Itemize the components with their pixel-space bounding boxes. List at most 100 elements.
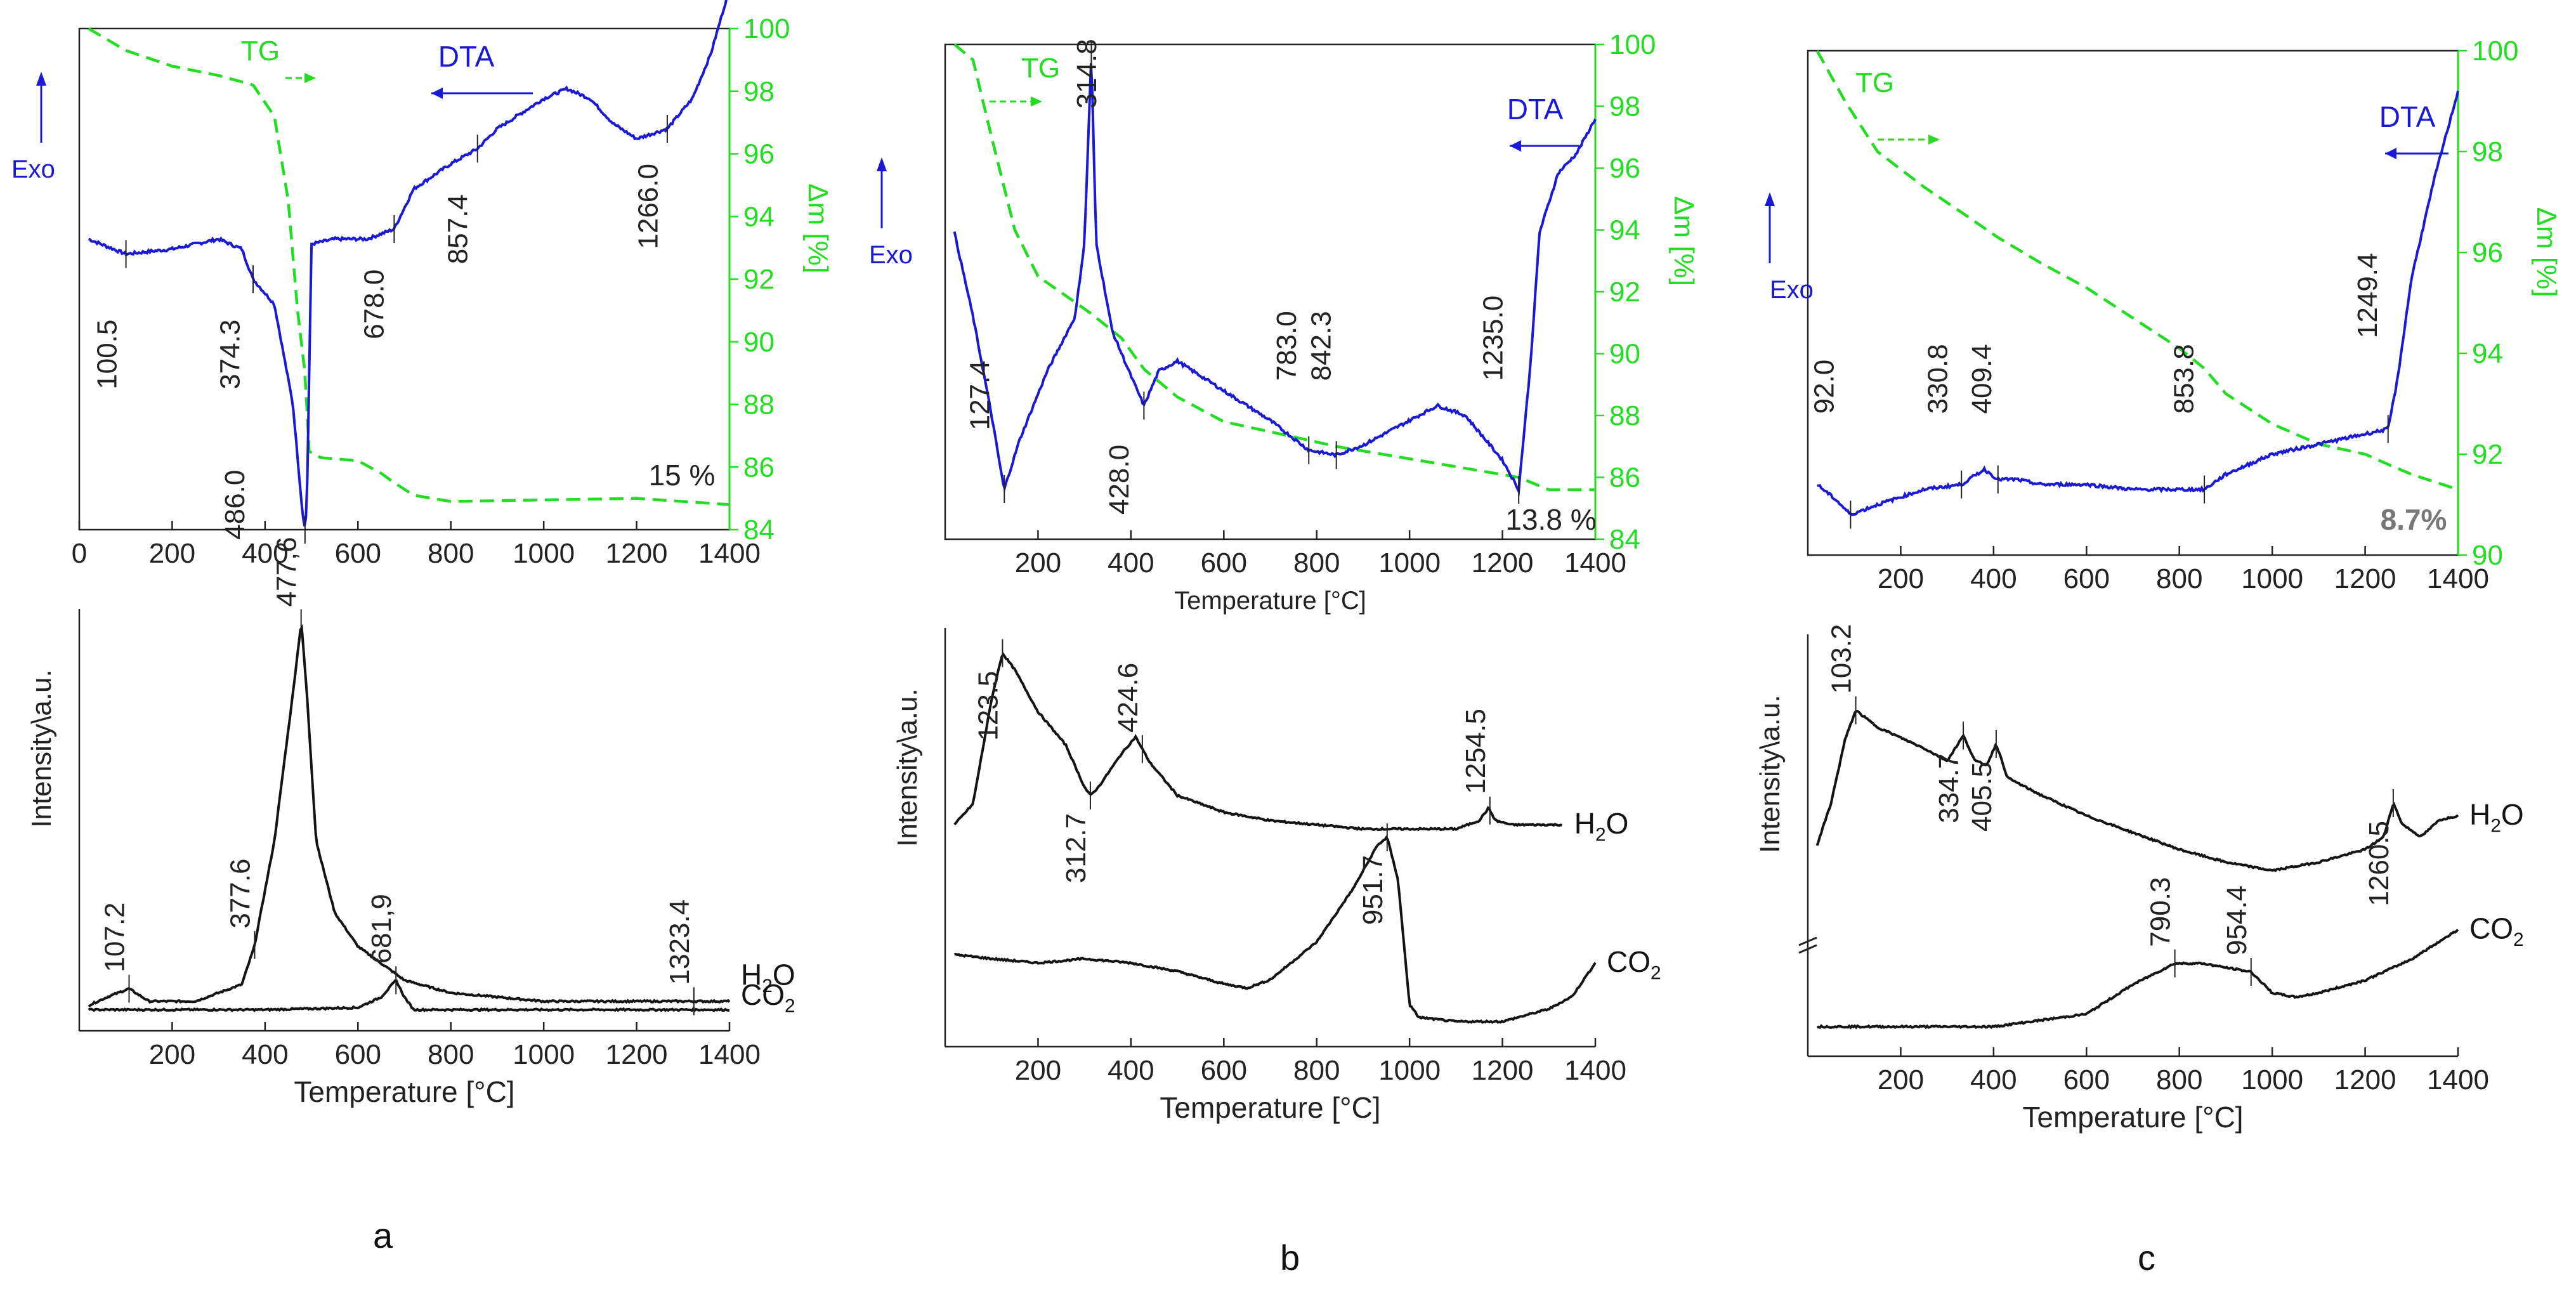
tg-axis-title-c: Δm [%]: [2531, 207, 2562, 298]
thermal-xtick-label-a: 0: [72, 538, 87, 569]
tg-series-a: [88, 27, 730, 506]
ms-xtick-label-b: 400: [1108, 1055, 1154, 1086]
dta-peak-label-a: 486.0: [219, 470, 251, 540]
dta-peak-label-b: 783.0: [1271, 311, 1302, 381]
thermal-xtick-label-c: 1000: [2241, 563, 2303, 594]
tg-series-c: [1815, 49, 2459, 491]
thermal-xtick-label-b: 600: [1201, 547, 1247, 579]
ms-peak-label-b: 951.7: [1357, 855, 1389, 925]
dta-series-b: [953, 63, 1597, 496]
tg-ytick-label-c: 92: [2472, 439, 2503, 470]
ms-x-axis-title-c: Temperature [°C]: [2022, 1101, 2243, 1134]
tg-ytick-label-c: 94: [2472, 338, 2503, 369]
thermal-frame-a: [78, 27, 731, 531]
dta-series-c: [1817, 90, 2459, 516]
dta-peak-label-b: 1235.0: [1478, 296, 1509, 381]
thermal-xtick-label-a: 800: [428, 538, 474, 569]
tg-ytick-label-b: 94: [1609, 215, 1640, 246]
mass-loss-label-a: 15 %: [649, 459, 716, 492]
co2-series-c: [1816, 928, 2459, 1030]
tg-ytick-label-b: 90: [1609, 339, 1640, 370]
dta-arrow-icon-a: [431, 88, 443, 99]
dta-arrow-icon-b: [1510, 140, 1521, 152]
tg-arrow-icon-a: [304, 73, 316, 83]
ms-xtick-label-c: 400: [1970, 1064, 2017, 1096]
dta-peak-label-b: 428.0: [1104, 445, 1135, 514]
tg-arrow-icon-b: [1031, 96, 1042, 107]
ms-xtick-label-b: 1200: [1472, 1055, 1534, 1086]
dta-peak-label-c: 330.8: [1923, 344, 1954, 414]
dta-peak-label-c: 853.8: [2169, 344, 2200, 414]
ms-xtick-label-b: 200: [1015, 1055, 1061, 1086]
thermal-xtick-label-b: 1400: [1564, 547, 1626, 579]
tg-label-c: TG: [1855, 67, 1894, 98]
tg-axis-title-b: Δm [%]: [1668, 196, 1699, 286]
ms-peak-label-a: 681,9: [366, 894, 397, 964]
ms-xtick-label-a: 200: [149, 1039, 195, 1070]
tg-ytick-label-a: 90: [743, 327, 775, 358]
tg-ytick-label-b: 84: [1609, 524, 1640, 555]
ms-peak-label-a: 1323.4: [664, 900, 695, 985]
exo-arrow-icon-a: [36, 72, 46, 86]
tg-ytick-label-a: 86: [743, 452, 775, 483]
thermal-xtick-label-c: 600: [2063, 563, 2110, 594]
ms-y-axis-title-b: Intensity\a.u.: [892, 688, 923, 846]
thermal-xtick-label-b: 1000: [1378, 547, 1441, 579]
thermal-xtick-label-b: 200: [1015, 547, 1061, 579]
exo-label-c: Exo: [1770, 276, 1814, 304]
thermal-xtick-label-a: 400: [242, 538, 288, 569]
thermal-frame-b: [944, 43, 1597, 540]
mass-loss-label-b: 13.8 %: [1505, 503, 1596, 536]
thermal-xtick-label-b: 1200: [1472, 547, 1534, 579]
dta-peak-label-a: 678.0: [359, 270, 390, 339]
ms-peak-label-c: 1260.5: [2364, 821, 2395, 906]
axis-break-mark-c: [1798, 936, 1817, 946]
thermal-xtick-label-c: 1400: [2427, 563, 2489, 594]
thermal-xtick-label-c: 1200: [2334, 563, 2396, 594]
ms-xtick-label-b: 600: [1201, 1055, 1247, 1086]
ms-xtick-label-c: 1000: [2241, 1064, 2303, 1096]
thermal-xtick-label-c: 800: [2156, 563, 2202, 594]
panel-letter-a: a: [373, 1215, 393, 1255]
thermal-xtick-label-c: 200: [1878, 563, 1924, 594]
tg-ytick-label-a: 94: [743, 201, 775, 232]
thermal-xtick-label-c: 400: [1970, 563, 2017, 594]
ms-peak-label-c: 103.2: [1826, 624, 1857, 694]
tg-ytick-label-b: 96: [1609, 153, 1640, 184]
ms-xtick-label-a: 1400: [698, 1039, 761, 1070]
dta-peak-label-a: 100.5: [92, 320, 123, 389]
ms-xtick-label-b: 1000: [1378, 1055, 1441, 1086]
ms-xtick-label-b: 800: [1293, 1055, 1340, 1086]
ms-y-axis-title-c: Intensity\a.u.: [1755, 695, 1786, 853]
h2o-series-a: [88, 624, 731, 1008]
ms-peak-label-c: 954.4: [2221, 886, 2252, 955]
exo-arrow-icon-c: [1765, 192, 1775, 206]
ms-xtick-label-c: 800: [2156, 1064, 2202, 1096]
co2-label-b: CO2: [1607, 945, 1661, 984]
thermal-xtick-label-a: 1000: [513, 538, 575, 569]
ms-peak-label-a: 377.6: [225, 859, 256, 929]
thermal-xtick-label-b: 800: [1293, 547, 1340, 579]
dta-peak-label-a: 857.4: [442, 194, 473, 264]
tg-label-a: TG: [241, 36, 280, 67]
tg-ytick-label-c: 90: [2472, 540, 2503, 571]
axis-break-mark-c: [1798, 944, 1817, 954]
co2-label-a: CO2: [741, 978, 795, 1017]
exo-label-b: Exo: [869, 241, 913, 269]
panel-letter-c: c: [2138, 1238, 2155, 1278]
h2o-label-a: H2O: [741, 958, 795, 997]
ms-xtick-label-a: 1000: [513, 1039, 575, 1070]
ms-x-axis-title-b: Temperature [°C]: [1160, 1091, 1380, 1124]
h2o-series-b: [953, 651, 1562, 832]
dta-peak-label-b: 314.8: [1071, 39, 1102, 108]
thermal-xtick-label-b: 400: [1108, 547, 1154, 579]
tg-ytick-label-c: 100: [2472, 36, 2518, 67]
dta-peak-label-b: 127.4: [965, 360, 996, 430]
ms-peak-label-a: 477,6: [271, 537, 303, 606]
tg-ytick-label-b: 100: [1609, 29, 1656, 60]
ms-peak-label-c: 790.3: [2145, 877, 2176, 947]
ms-xtick-label-c: 1200: [2334, 1064, 2396, 1096]
dta-peak-label-a: 1266.0: [633, 164, 664, 249]
panel-letter-b: b: [1280, 1238, 1300, 1278]
ms-peak-label-b: 312.7: [1061, 813, 1092, 883]
